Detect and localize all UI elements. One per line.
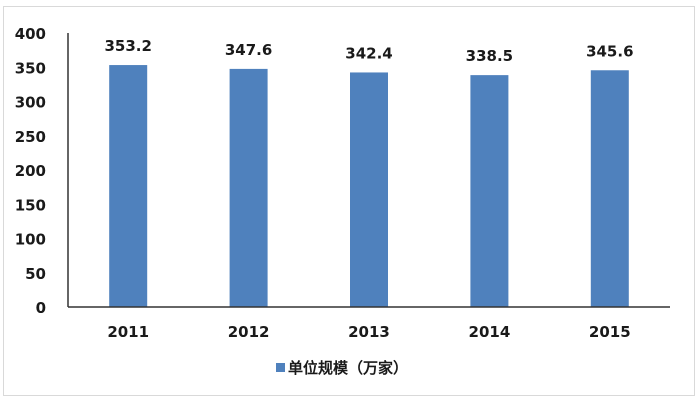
y-tick-label: 250 <box>15 128 46 146</box>
legend-label: 单位规模（万家） <box>288 359 408 377</box>
y-tick-label: 400 <box>15 25 46 43</box>
y-tick-label: 200 <box>15 162 46 180</box>
bar-2012 <box>229 68 268 307</box>
legend-swatch <box>276 363 285 372</box>
x-tick-label: 2015 <box>589 323 631 341</box>
data-label: 353.2 <box>104 37 151 55</box>
bar-2014 <box>470 75 509 307</box>
data-label: 342.4 <box>345 44 392 62</box>
x-tick-label: 2014 <box>469 323 511 341</box>
y-tick-label: 100 <box>15 231 46 249</box>
bar-2015 <box>590 70 629 307</box>
y-tick-label: 0 <box>36 299 46 317</box>
bar-2013 <box>350 72 388 308</box>
y-tick-label: 350 <box>15 59 46 77</box>
x-tick-label: 2013 <box>348 323 390 341</box>
data-label: 345.6 <box>586 42 633 60</box>
y-tick-label: 150 <box>15 196 46 214</box>
data-label: 347.6 <box>225 41 272 59</box>
bar-2011 <box>109 65 148 307</box>
x-tick-label: 2012 <box>228 323 270 341</box>
data-label: 338.5 <box>466 47 513 65</box>
chart-frame <box>3 6 695 396</box>
y-tick-label: 50 <box>25 265 46 283</box>
y-tick-label: 300 <box>15 94 46 112</box>
x-tick-label: 2011 <box>107 323 149 341</box>
